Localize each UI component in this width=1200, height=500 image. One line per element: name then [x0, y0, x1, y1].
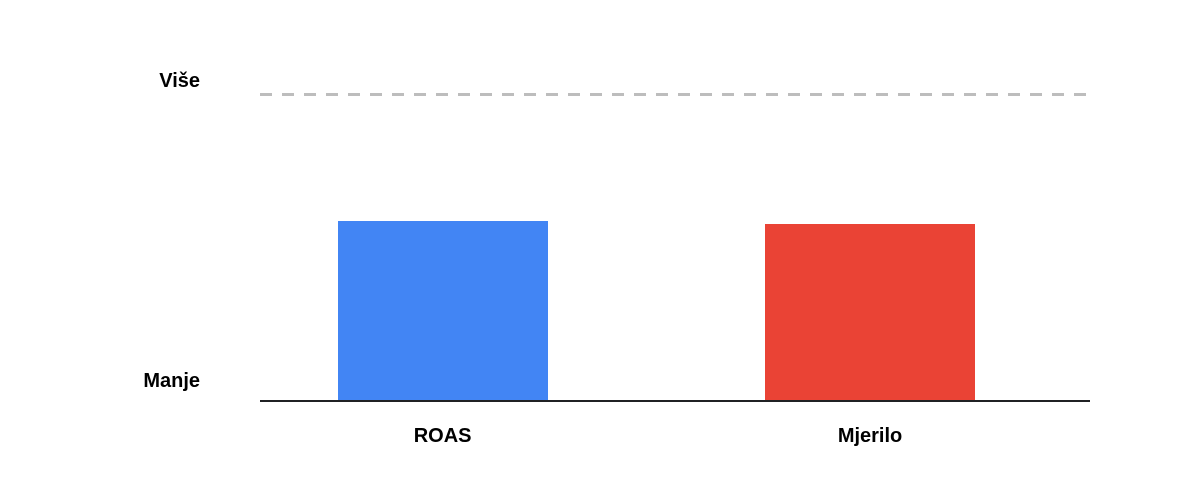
x-axis-label-mjerilo: Mjerilo [720, 425, 1020, 448]
y-axis-bottom-label: Manje [0, 370, 200, 393]
x-axis-baseline [260, 400, 1090, 402]
bar-mjerilo [765, 224, 975, 400]
reference-dashed-line [260, 93, 1090, 96]
plot-area [260, 80, 1090, 400]
y-axis-top-label: Više [0, 70, 200, 93]
chart-container: Više Manje ROAS Mjerilo [0, 0, 1200, 500]
x-axis-label-roas: ROAS [293, 425, 593, 448]
bar-roas [338, 221, 548, 400]
